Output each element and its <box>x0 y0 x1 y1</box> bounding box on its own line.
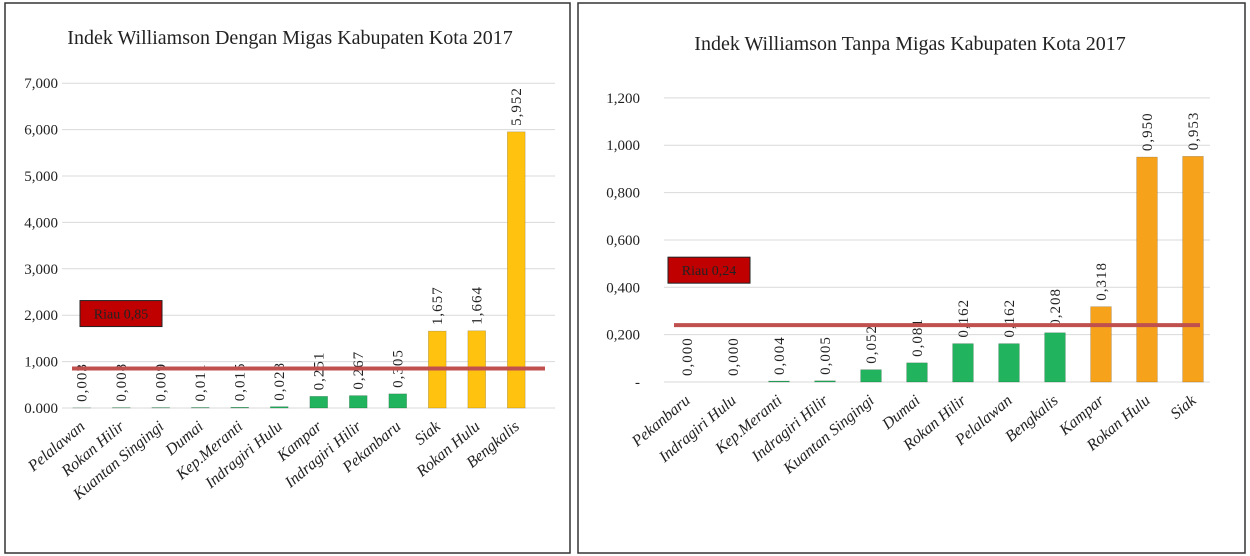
reference-label-text: Riau 0,24 <box>682 264 736 279</box>
y-tick-label: - <box>635 375 640 391</box>
bar <box>1136 156 1158 383</box>
bar <box>768 380 790 383</box>
y-tick-label: 6,000 <box>24 123 58 139</box>
y-tick-label: 1,000 <box>24 355 58 371</box>
chart-title: Indek Williamson Dengan Migas Kabupaten … <box>67 27 512 49</box>
value-label: 0,081 <box>910 318 926 357</box>
y-tick-label: 0,800 <box>606 186 640 202</box>
value-label: 5,952 <box>509 87 525 126</box>
bar <box>952 343 974 383</box>
value-label: 0,162 <box>956 299 972 338</box>
reference-label-box <box>667 256 751 284</box>
reference-label-box <box>79 300 163 328</box>
bar <box>814 380 836 383</box>
y-tick-label: 7,000 <box>24 76 58 92</box>
value-label: 0,009 <box>154 363 170 402</box>
value-label: 0,953 <box>1186 112 1202 151</box>
value-label: 0,011 <box>193 363 209 401</box>
bar <box>230 407 249 409</box>
value-label: 0,028 <box>272 362 288 401</box>
y-tick-label: 5,000 <box>24 169 58 185</box>
y-tick-label: 0.000 <box>24 401 58 417</box>
value-label: 0,052 <box>864 325 880 364</box>
bar <box>1182 156 1204 383</box>
value-label: 0,015 <box>233 363 249 402</box>
reference-label: Riau 0,24 <box>667 256 751 284</box>
value-label: 0,950 <box>1140 112 1156 151</box>
bar <box>349 395 368 409</box>
value-label: 0,208 <box>1048 288 1064 327</box>
bar <box>1044 332 1066 383</box>
bar <box>507 131 526 409</box>
y-tick-label: 2,000 <box>24 308 58 324</box>
y-tick-label: 0,400 <box>606 280 640 296</box>
value-label: 0,000 <box>726 337 742 376</box>
bar <box>906 362 928 383</box>
y-tick-label: 3,000 <box>24 262 58 278</box>
y-tick-label: 0,200 <box>606 328 640 344</box>
value-label: 0,318 <box>1094 262 1110 301</box>
value-label: 0,000 <box>680 337 696 376</box>
panel-left <box>4 2 571 554</box>
y-tick-label: 0,600 <box>606 233 640 249</box>
value-label: 0,008 <box>114 363 130 402</box>
bar <box>388 393 407 409</box>
value-label: 0,005 <box>818 336 834 375</box>
value-label: 0,251 <box>312 352 328 391</box>
y-tick-label: 1,200 <box>606 91 640 107</box>
value-label: 0,004 <box>772 336 788 375</box>
value-label: 1,664 <box>470 286 486 325</box>
bar <box>270 406 289 409</box>
value-label: 0,162 <box>1002 299 1018 338</box>
reference-label-text: Riau 0,85 <box>94 308 148 323</box>
bar <box>1090 306 1112 383</box>
bar <box>860 369 882 383</box>
value-label: 0,003 <box>75 363 91 402</box>
value-label: 1,657 <box>430 286 446 325</box>
bar <box>998 343 1020 383</box>
chart-title: Indek Williamson Tanpa Migas Kabupaten K… <box>694 33 1125 55</box>
y-tick-label: 1,000 <box>606 138 640 154</box>
bar <box>309 396 328 409</box>
bar <box>191 407 210 409</box>
reference-label: Riau 0,85 <box>79 300 163 328</box>
y-tick-label: 4,000 <box>24 215 58 231</box>
